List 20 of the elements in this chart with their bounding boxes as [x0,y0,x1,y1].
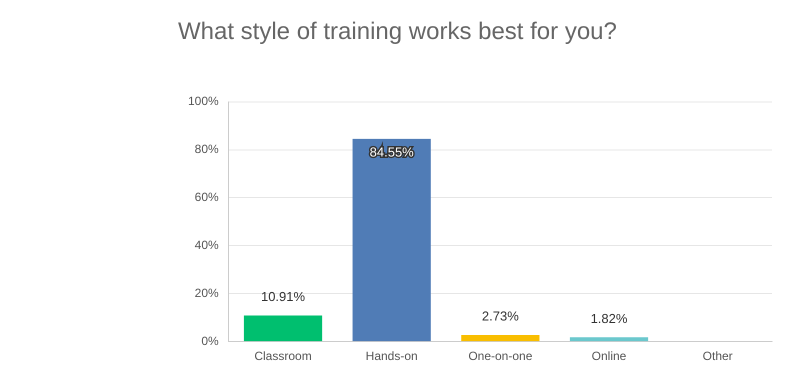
y-tick-label: 0% [201,334,220,348]
y-tick-label: 100% [188,94,220,108]
y-tick-label: 40% [194,238,220,252]
x-tick-label: One-on-one [468,349,533,364]
y-tick-label: 20% [194,286,220,300]
x-tick-label: Online [592,349,627,364]
data-label: 84.55% [370,144,414,160]
data-label: 2.73% [482,308,520,324]
data-label: 10.91% [260,289,306,304]
chart-title: What style of training works best for you? [178,18,617,46]
x-tick-label: Hands-on [366,349,418,364]
y-tick-label: 80% [194,142,220,156]
y-tick-label: 60% [194,190,220,204]
bar [461,335,540,342]
bar [570,337,648,342]
x-tick-label: Classroom [254,349,312,364]
x-tick-label: Other [702,349,733,364]
bar [352,138,431,342]
bar [244,315,322,342]
data-label: 1.82% [590,310,628,326]
